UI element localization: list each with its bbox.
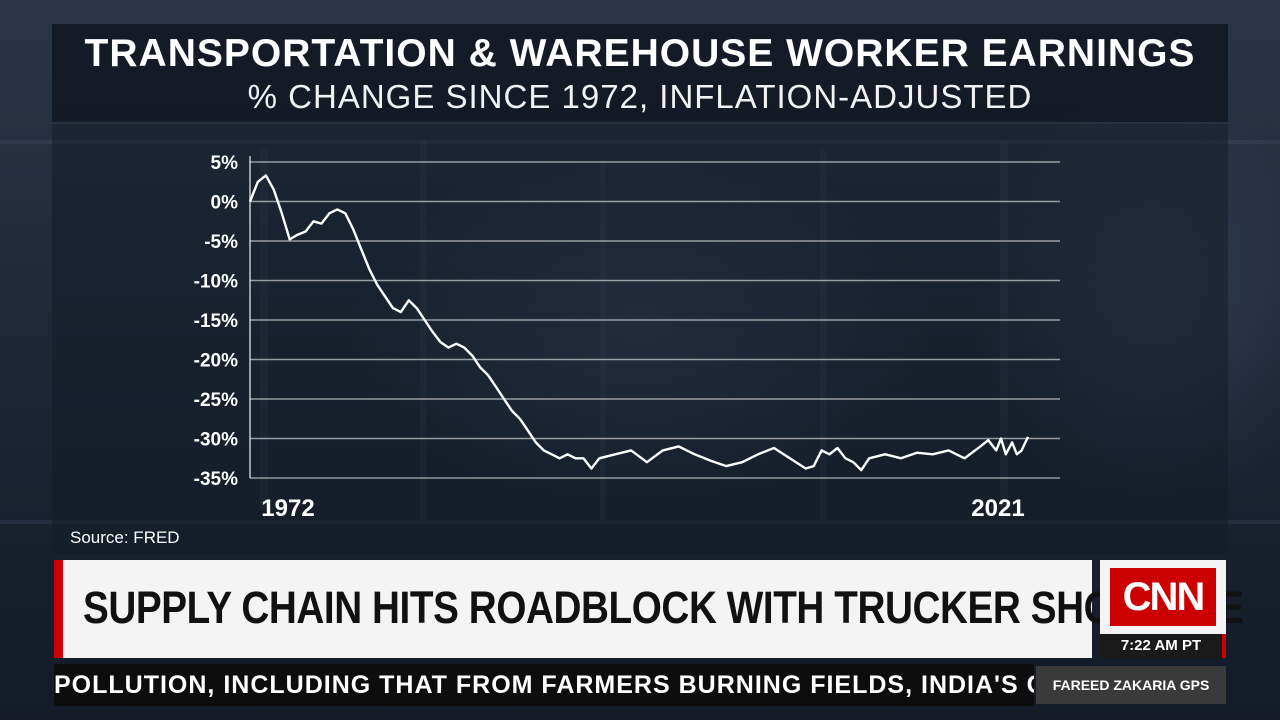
chart-title: TRANSPORTATION & WAREHOUSE WORKER EARNIN… bbox=[84, 32, 1196, 75]
source-label: Source: FRED bbox=[70, 528, 180, 547]
news-ticker: POLLUTION, INCLUDING THAT FROM FARMERS B… bbox=[54, 664, 1034, 706]
title-band bbox=[52, 24, 1228, 122]
y-tick-label: -35% bbox=[194, 469, 238, 490]
cnn-logo-text: CNN bbox=[1122, 574, 1206, 619]
x-tick-label: 2021 bbox=[971, 495, 1024, 522]
y-tick-label: -30% bbox=[194, 430, 238, 451]
headline-bar: SUPPLY CHAIN HITS ROADBLOCK WITH TRUCKER… bbox=[54, 560, 1244, 658]
chart-panel bbox=[52, 124, 1228, 554]
show-tag: FAREED ZAKARIA GPS bbox=[1036, 666, 1226, 704]
line-chart: 5% 0% -5% -10% -15% -20% -25% -30% -35% 1972 2021 bbox=[194, 153, 1060, 522]
x-tick-label: 1972 bbox=[261, 495, 314, 522]
y-tick-label: -10% bbox=[194, 272, 238, 293]
cnn-logo-badge: CNN bbox=[1110, 568, 1216, 626]
headline: SUPPLY CHAIN HITS ROADBLOCK WITH TRUCKER… bbox=[83, 582, 1244, 633]
ticker-text: POLLUTION, INCLUDING THAT FROM FARMERS B… bbox=[54, 671, 1034, 699]
y-tick-label: -20% bbox=[194, 351, 238, 372]
timestamp: 7:22 AM PT bbox=[1100, 634, 1226, 658]
cnn-logo: CNN bbox=[1100, 560, 1226, 634]
y-tick-label: -15% bbox=[194, 311, 238, 332]
series-line bbox=[248, 174, 1030, 472]
y-tick-label: -5% bbox=[204, 232, 238, 253]
y-tick-label: -25% bbox=[194, 390, 238, 411]
y-tick-label: 0% bbox=[211, 193, 239, 214]
y-tick-label: 5% bbox=[211, 153, 239, 174]
chart-subtitle: % CHANGE SINCE 1972, INFLATION-ADJUSTED bbox=[247, 78, 1033, 115]
